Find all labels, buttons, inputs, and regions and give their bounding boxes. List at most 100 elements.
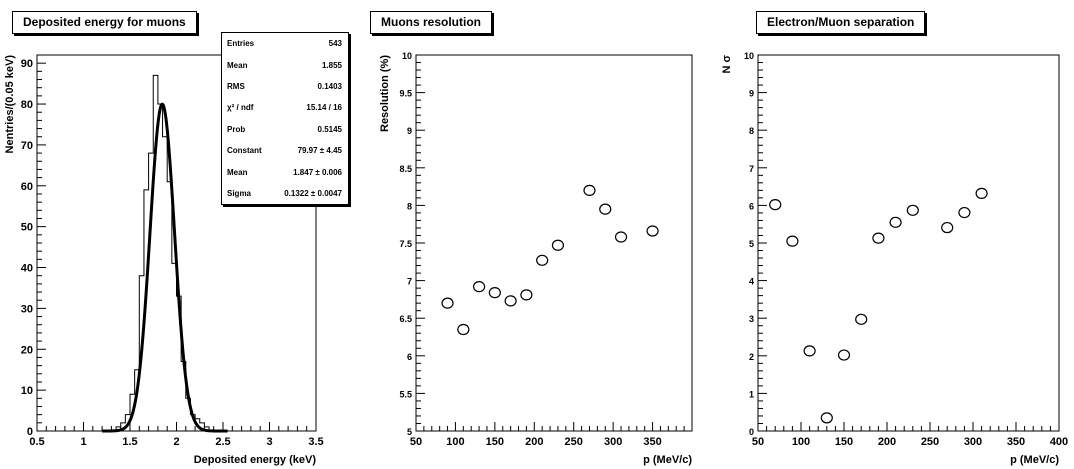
data-point <box>872 232 885 244</box>
data-point <box>488 287 501 299</box>
y-tick-label: 30 <box>21 303 33 315</box>
x-tick-label: 100 <box>446 436 464 448</box>
chart-1-title: Deposited energy for muons <box>12 11 197 34</box>
x-tick-label: 50 <box>410 436 422 448</box>
x-tick-label: 300 <box>604 436 622 448</box>
stat-value: 0.1403 <box>317 81 342 91</box>
y-tick-label: 20 <box>21 344 33 356</box>
stat-value: 15.14 / 16 <box>306 103 342 113</box>
data-point <box>599 203 612 215</box>
y-axis-label: Resolution (%) <box>379 55 391 132</box>
stat-label: χ² / ndf <box>227 103 254 113</box>
x-tick-label: 2.5 <box>215 436 230 448</box>
plot-frame-3 <box>757 54 1060 432</box>
y-tick-label: 1 <box>749 389 754 399</box>
y-tick-label: 6 <box>407 352 412 362</box>
stat-label: RMS <box>227 81 245 91</box>
y-tick-label: 90 <box>21 58 33 70</box>
y-tick-label: 80 <box>21 99 33 111</box>
gaussian-fit-curve <box>102 102 228 433</box>
x-tick-label: 400 <box>1050 436 1068 448</box>
chart-3-title: Electron/Muon separation <box>756 11 926 34</box>
x-tick-label: 1 <box>80 436 86 448</box>
y-tick-label: 50 <box>21 222 33 234</box>
y-tick-label: 5.5 <box>399 389 412 399</box>
y-tick-label: 7.5 <box>399 239 412 249</box>
stat-row-chi2: χ² / ndf 15.14 / 16 <box>222 97 348 118</box>
y-tick-label: 10 <box>744 51 754 61</box>
stat-row-mean: Mean 1.855 <box>222 54 348 75</box>
data-point <box>504 295 517 307</box>
data-point <box>441 297 454 309</box>
y-axis-label: N σ <box>721 55 733 74</box>
stat-label: Sigma <box>227 188 252 198</box>
x-tick-label: 3 <box>266 436 272 448</box>
y-tick-label: 8.5 <box>399 164 412 174</box>
stats-box: Entries 543 Mean 1.855 RMS 0.1403 χ² / ndf 1… <box>221 32 349 206</box>
x-tick-label: 350 <box>643 436 661 448</box>
plot-frame-2 <box>415 54 693 432</box>
y-tick-label: 6.5 <box>399 314 412 324</box>
y-tick-label: 70 <box>21 140 33 152</box>
data-point <box>457 323 470 336</box>
y-tick-label: 2 <box>749 352 754 362</box>
y-tick-label: 40 <box>21 263 33 275</box>
x-axis-label: p (MeV/c) <box>643 454 692 466</box>
data-point <box>520 289 533 301</box>
chart-2-title: Muons resolution <box>370 11 492 34</box>
data-point <box>786 235 799 247</box>
x-tick-label: 200 <box>878 436 896 448</box>
y-tick-label: 9 <box>407 126 412 136</box>
y-tick-label: 0 <box>27 426 33 438</box>
data-point <box>958 206 971 219</box>
y-tick-label: 4 <box>749 277 754 287</box>
x-tick-label: 250 <box>565 436 583 448</box>
y-axis-label: Nentries/(0.05 keV) <box>4 55 16 154</box>
stat-label: Mean <box>227 167 248 177</box>
x-tick-label: 250 <box>921 436 939 448</box>
data-point <box>906 204 919 216</box>
data-point <box>551 239 565 251</box>
data-point <box>803 345 816 357</box>
y-tick-label: 5 <box>749 239 754 249</box>
y-tick-label: 7 <box>749 164 754 174</box>
stat-label: Mean <box>227 60 248 70</box>
y-tick-label: 5 <box>407 427 412 437</box>
x-tick-label: 0.5 <box>29 436 44 448</box>
y-tick-label: 10 <box>21 385 33 397</box>
y-tick-label: 0 <box>749 427 754 437</box>
data-point <box>536 254 549 266</box>
y-tick-label: 3 <box>749 314 754 324</box>
data-point <box>583 184 596 196</box>
x-tick-label: 1.5 <box>122 436 137 448</box>
stat-row-sigma: Sigma 0.1322 ± 0.0047 <box>222 183 348 204</box>
x-tick-label: 350 <box>1007 436 1025 448</box>
stat-row-constant: Constant 79.97 ± 4.45 <box>222 140 348 161</box>
x-axis-label: p (MeV/c) <box>1010 454 1059 466</box>
stat-value: 0.5145 <box>317 124 342 134</box>
data-point <box>941 221 954 234</box>
stat-row-rms: RMS 0.1403 <box>222 76 348 97</box>
y-tick-label: 60 <box>21 181 33 193</box>
x-tick-label: 150 <box>835 436 853 448</box>
y-tick-label: 7 <box>407 277 412 287</box>
stat-value: 543 <box>328 39 342 49</box>
data-point <box>820 412 833 424</box>
y-tick-label: 9.5 <box>399 89 412 99</box>
stat-label: Prob <box>227 124 246 134</box>
x-tick-label: 200 <box>525 436 543 448</box>
y-tick-label: 6 <box>749 201 754 211</box>
y-tick-label: 8 <box>749 126 754 136</box>
x-tick-label: 300 <box>964 436 982 448</box>
stat-row-fit-mean: Mean 1.847 ± 0.006 <box>222 161 348 182</box>
data-point <box>975 187 988 199</box>
stat-value: 1.847 ± 0.006 <box>293 167 342 177</box>
stat-value: 1.855 <box>321 60 342 70</box>
x-tick-label: 50 <box>752 436 764 448</box>
y-tick-label: 9 <box>749 89 754 99</box>
data-point <box>769 199 782 211</box>
x-axis-label: Deposited energy (keV) <box>194 454 317 466</box>
data-point <box>837 349 851 361</box>
data-point <box>614 231 628 243</box>
